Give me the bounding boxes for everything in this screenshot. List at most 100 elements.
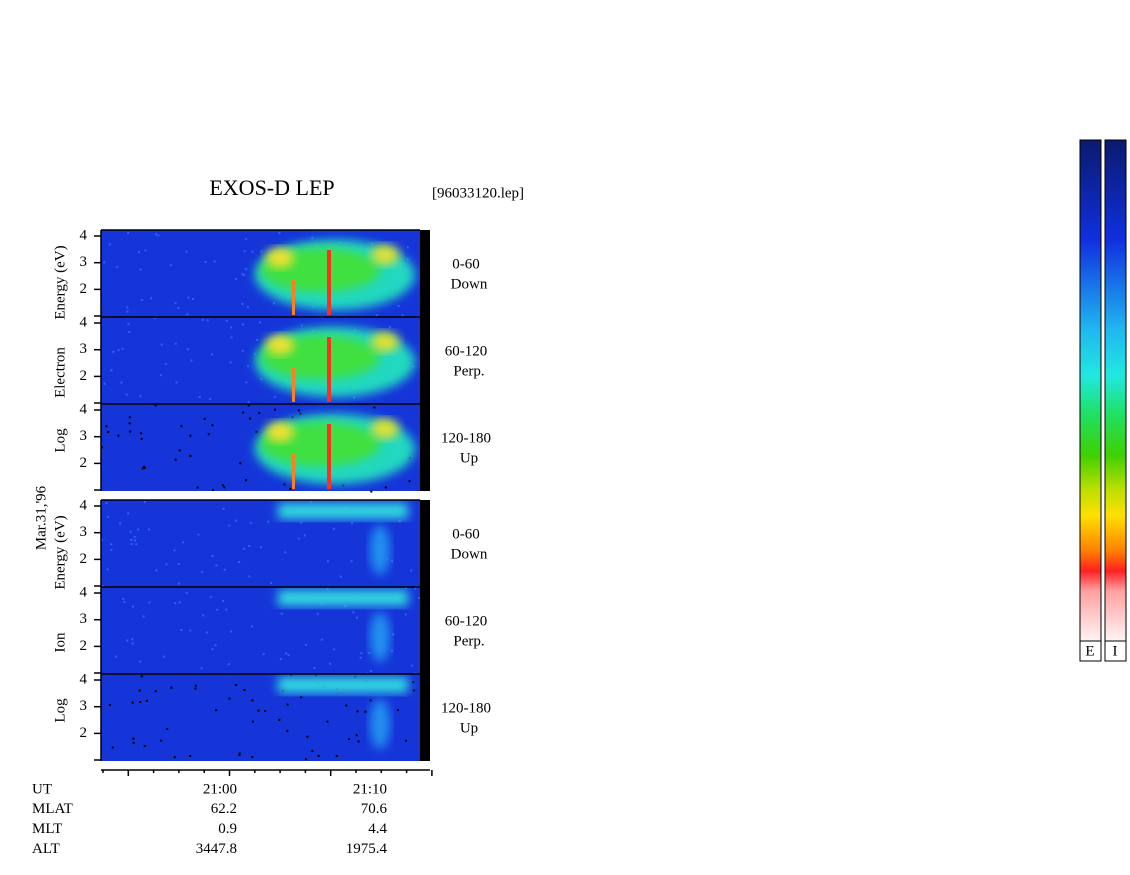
noise [166, 727, 169, 730]
noise [297, 537, 300, 540]
noise [178, 449, 181, 452]
noise [410, 664, 413, 667]
noise [153, 317, 156, 320]
noise [225, 608, 228, 611]
y-tick-label: 2 [80, 455, 88, 471]
noise [170, 686, 173, 689]
noise [241, 273, 244, 276]
noise [196, 486, 199, 489]
y-tick-label: 3 [80, 428, 88, 444]
noise [150, 297, 153, 300]
noise [253, 353, 256, 356]
colorbar [1079, 139, 1102, 642]
noise [127, 231, 130, 234]
noise [180, 425, 183, 428]
noise [101, 539, 104, 542]
noise [249, 521, 252, 524]
noise [405, 739, 408, 742]
noise [126, 639, 129, 642]
noise [404, 613, 407, 616]
feature [327, 250, 331, 315]
noise [200, 571, 203, 574]
noise [247, 404, 250, 407]
spectrogram [420, 500, 430, 587]
angle-label: 0-60 [452, 256, 480, 272]
noise [264, 709, 267, 712]
feature [370, 699, 390, 749]
noise [215, 709, 218, 712]
row-label: MLT [32, 821, 62, 837]
noise [360, 652, 363, 655]
noise [414, 587, 417, 590]
noise [348, 738, 351, 741]
noise [202, 614, 205, 617]
row-value: 62.2 [211, 801, 237, 817]
noise [187, 296, 190, 299]
noise [207, 433, 210, 436]
noise [251, 699, 254, 702]
noise [396, 709, 399, 712]
axis-label: Electron [52, 347, 68, 398]
axis-label: Energy (eV) [52, 515, 68, 589]
noise [406, 246, 409, 249]
noise [286, 729, 289, 732]
noise [311, 236, 314, 239]
noise [173, 549, 176, 552]
noise [247, 401, 250, 404]
noise [216, 608, 219, 611]
noise [291, 416, 294, 419]
noise [189, 434, 192, 437]
noise [339, 575, 342, 578]
noise [260, 378, 263, 381]
noise [370, 242, 373, 245]
axis-label: Log [52, 428, 68, 453]
y-tick-label: 2 [80, 638, 88, 654]
row-value: 70.6 [361, 801, 388, 817]
noise [345, 704, 348, 707]
noise [127, 322, 130, 325]
noise [154, 404, 157, 407]
noise [222, 599, 225, 602]
noise [242, 547, 245, 550]
noise [177, 582, 180, 585]
feature [278, 590, 408, 606]
noise [408, 480, 411, 483]
noise [209, 596, 212, 599]
noise [126, 306, 129, 309]
angle-label: 60-120 [445, 343, 488, 359]
noise [186, 348, 189, 351]
noise [131, 642, 134, 645]
noise [230, 630, 233, 633]
noise [238, 754, 241, 757]
noise [248, 544, 251, 547]
noise [245, 268, 248, 271]
noise [404, 587, 407, 590]
noise [335, 755, 338, 758]
row-value: 3447.8 [196, 841, 237, 857]
noise [102, 585, 105, 588]
noise [418, 596, 421, 599]
date: Mar.31,'96 [33, 485, 49, 550]
noise [280, 612, 283, 615]
noise [246, 365, 249, 368]
noise [384, 486, 387, 489]
noise [129, 530, 132, 533]
title: EXOS-D LEP [209, 175, 334, 200]
spectrogram [420, 404, 430, 491]
noise [174, 458, 177, 461]
noise [222, 507, 225, 510]
y-tick-label: 4 [80, 584, 88, 600]
noise [273, 408, 276, 411]
noise [359, 656, 362, 659]
noise [192, 297, 195, 300]
colorbar-label: I [1113, 643, 1118, 659]
noise [245, 381, 248, 384]
noise [249, 417, 252, 420]
noise [258, 412, 261, 415]
noise [174, 342, 177, 345]
noise [131, 605, 134, 608]
noise [112, 350, 115, 353]
noise [143, 501, 146, 504]
noise [128, 331, 131, 334]
noise [352, 611, 355, 614]
